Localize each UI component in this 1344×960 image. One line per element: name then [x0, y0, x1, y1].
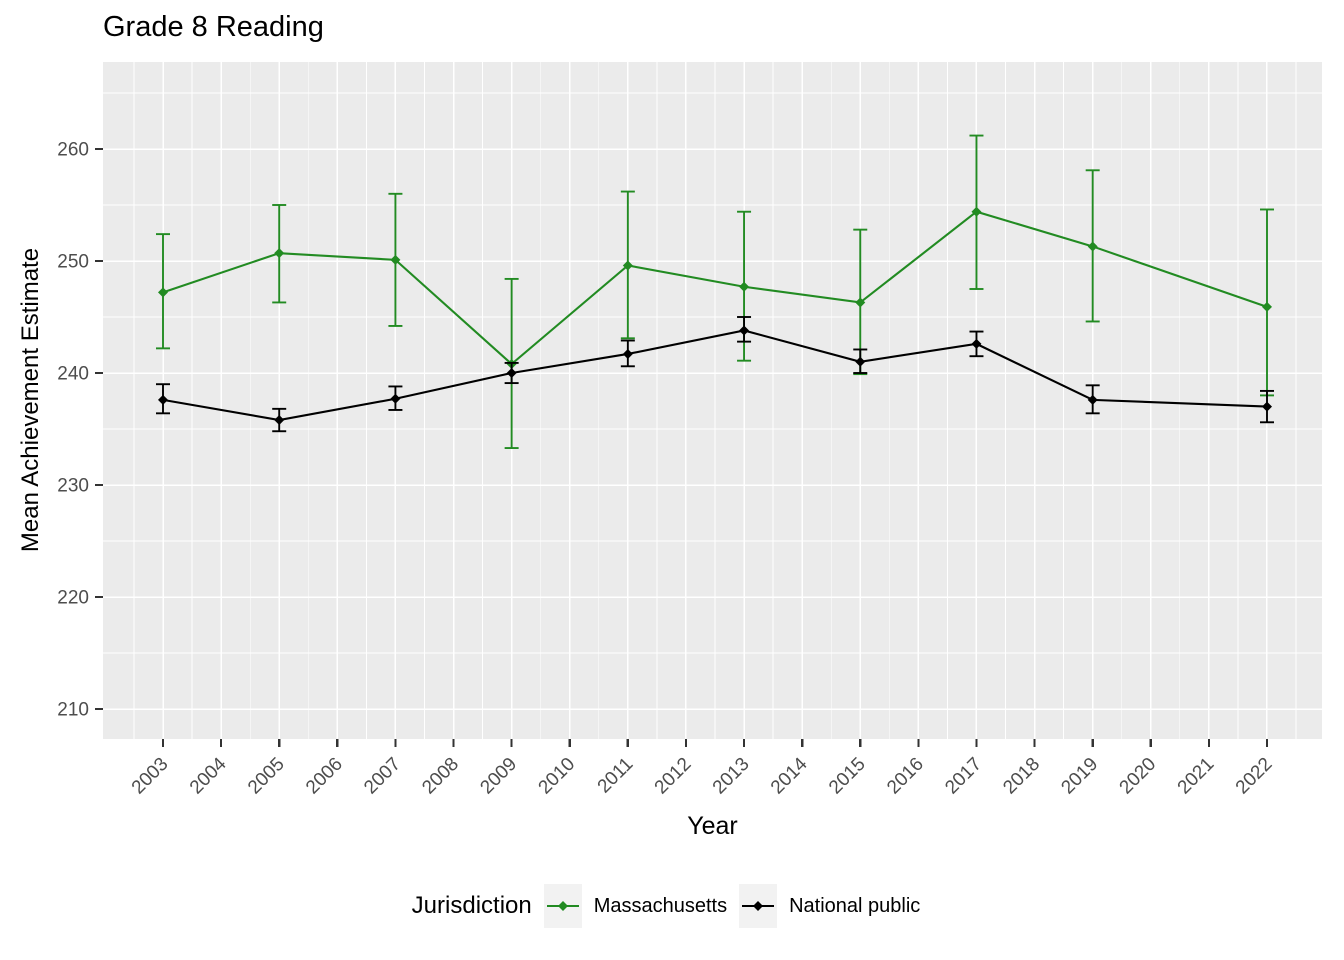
data-point — [274, 415, 285, 426]
data-point — [1261, 401, 1272, 412]
plot-panel — [103, 62, 1322, 739]
data-point — [1087, 241, 1098, 252]
data-point — [390, 393, 401, 404]
page-title: Grade 8 Reading — [103, 11, 324, 43]
legend-key-icon — [739, 884, 778, 928]
x-tick-label: 2006 — [302, 754, 347, 799]
y-tick-label: 230 — [57, 476, 89, 497]
y-axis-title: Mean Achievement Estimate — [17, 247, 44, 553]
x-tick-label: 2008 — [418, 754, 463, 799]
legend-item-label: National public — [789, 894, 921, 917]
x-tick-label: 2021 — [1174, 754, 1219, 799]
y-tick-label: 250 — [57, 252, 89, 273]
x-tick-label: 2020 — [1116, 754, 1161, 799]
data-point — [739, 281, 750, 292]
data-point — [855, 356, 866, 367]
data-point — [274, 248, 285, 259]
x-tick-label: 2005 — [244, 754, 289, 799]
data-point — [158, 394, 168, 405]
data-point — [506, 368, 517, 378]
y-tick-label: 220 — [57, 588, 89, 609]
data-point — [390, 254, 401, 265]
data-point — [855, 297, 866, 308]
y-tick-label: 260 — [57, 140, 89, 161]
x-axis-title: Year — [687, 812, 738, 840]
x-tick-label: 2012 — [651, 754, 696, 799]
legend-title: Jurisdiction — [411, 892, 532, 919]
legend-item: National public — [739, 884, 920, 928]
series-line — [162, 329, 1268, 422]
data-point — [1087, 394, 1098, 405]
data-point — [971, 338, 982, 349]
x-tick-label: 2010 — [535, 754, 580, 799]
y-tick-label: 240 — [57, 364, 89, 385]
x-tick-label: 2022 — [1232, 754, 1277, 799]
x-tick-label: 2017 — [941, 754, 986, 799]
data-point — [158, 287, 168, 298]
legend-item: Massachusetts — [543, 884, 728, 928]
x-tick-label: 2004 — [186, 753, 231, 798]
x-tick-label: 2018 — [999, 754, 1044, 799]
data-point — [1261, 301, 1272, 312]
x-tick-label: 2011 — [594, 754, 638, 798]
legend: Jurisdiction Massachusetts National publi… — [0, 880, 1344, 932]
data-point — [739, 325, 750, 336]
x-tick-label: 2014 — [767, 753, 812, 798]
x-tick-label: 2019 — [1057, 754, 1102, 799]
x-tick-label: 2016 — [883, 754, 928, 799]
legend-item-label: Massachusetts — [593, 894, 728, 917]
y-tick-label: 210 — [57, 700, 89, 721]
data-point — [971, 206, 982, 217]
data-point — [622, 260, 633, 271]
x-tick-label: 2013 — [709, 754, 754, 799]
x-tick-label: 2009 — [476, 754, 521, 799]
series-line — [162, 210, 1268, 366]
x-tick-label: 2003 — [128, 754, 173, 799]
legend-key-icon — [543, 884, 582, 928]
x-tick-label: 2007 — [360, 754, 405, 799]
x-tick-label: 2015 — [825, 754, 870, 799]
data-point — [622, 348, 633, 359]
